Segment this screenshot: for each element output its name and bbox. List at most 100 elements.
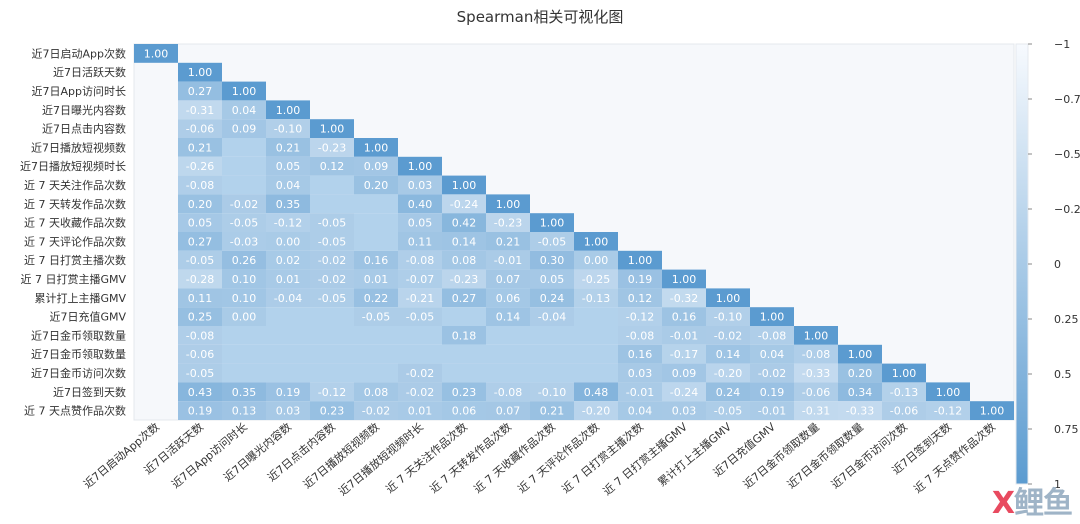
heatmap-cell-diagonal	[574, 232, 618, 251]
cell-value-label: 0.04	[628, 405, 653, 418]
y-tick-label: 近7日启动App次数	[32, 46, 127, 60]
y-tick-label: 近 7 日打赏主播次数	[24, 253, 126, 267]
cell-value-label: -0.08	[186, 329, 214, 342]
heatmap-cell	[310, 156, 354, 176]
y-tick-label: 累计打上主播GMV	[34, 291, 126, 305]
heatmap-cell	[442, 288, 486, 308]
heatmap-cell	[266, 363, 310, 383]
heatmap-cell	[662, 401, 706, 420]
colorbar-tick-label: −0.25	[1054, 203, 1080, 216]
cell-value-label: -0.02	[362, 405, 390, 418]
heatmap-cell	[706, 382, 750, 402]
heatmap-cell	[310, 138, 354, 157]
heatmap-cell	[486, 382, 530, 402]
x-tick-label: 近7日金币领取数量	[784, 420, 866, 492]
cell-value-label: -0.23	[318, 141, 346, 154]
heatmap-cell	[662, 344, 706, 364]
cell-value-label: 0.03	[408, 179, 433, 192]
heatmap-cell	[178, 81, 222, 101]
cell-value-label: 0.01	[276, 273, 301, 286]
cell-value-label: -0.05	[406, 311, 434, 324]
heatmap-cell	[354, 401, 398, 420]
cell-value-label: 0.00	[276, 235, 301, 248]
cell-value-label: -0.03	[230, 235, 258, 248]
cell-value-label: 0.02	[276, 254, 301, 267]
cell-value-label: 0.26	[232, 254, 257, 267]
cell-value-label: 0.03	[628, 367, 653, 380]
cell-value-label: 0.27	[188, 235, 213, 248]
heatmap-cell	[486, 250, 530, 270]
heatmap-cell-diagonal	[398, 156, 442, 176]
heatmap-cell	[222, 269, 266, 289]
cell-value-label: 0.20	[188, 198, 213, 211]
heatmap-cell	[662, 326, 706, 345]
heatmap-cell	[354, 326, 398, 345]
cell-value-label: -0.33	[802, 367, 830, 380]
colorbar-tick-label: −1	[1054, 38, 1070, 51]
heatmap-cell	[398, 288, 442, 308]
cell-value-label: 0.05	[276, 160, 301, 173]
heatmap-cell-diagonal	[926, 382, 970, 402]
heatmap-cell	[354, 232, 398, 251]
cell-value-label: -0.02	[318, 273, 346, 286]
x-tick-label: 近 7 天转发作品次数	[427, 420, 514, 496]
colorbar-tick-label: 0.75	[1054, 423, 1079, 436]
cell-value-label: -0.05	[714, 405, 742, 418]
cell-value-label: 0.22	[364, 292, 389, 305]
heatmap-cell	[794, 401, 838, 420]
cell-value-label: 0.16	[364, 254, 389, 267]
cell-value-label: 0.07	[496, 405, 521, 418]
y-tick-label: 近 7 天点赞作品次数	[24, 404, 126, 418]
y-tick-label: 近7日播放短视频数	[31, 140, 126, 154]
cell-value-label: -0.24	[450, 198, 478, 211]
heatmap-cell	[706, 344, 750, 364]
cell-value-label: 0.42	[452, 217, 477, 230]
cell-value-label: 1.00	[980, 405, 1005, 418]
heatmap-cell	[706, 401, 750, 420]
cell-value-label: 1.00	[408, 160, 433, 173]
heatmap-cell	[266, 250, 310, 270]
heatmap-cell	[486, 401, 530, 420]
heatmap-cell	[178, 194, 222, 214]
heatmap-cell	[354, 307, 398, 326]
cell-value-label: 1.00	[364, 141, 389, 154]
heatmap-cell	[310, 175, 354, 195]
cell-value-label: 0.09	[364, 160, 389, 173]
heatmap-cell-diagonal	[970, 401, 1014, 420]
cell-value-label: 0.03	[276, 405, 301, 418]
heatmap-cell	[178, 250, 222, 270]
cell-value-label: 0.18	[452, 329, 477, 342]
x-tick-label: 近 7 日打赏主播GMV	[600, 419, 690, 498]
heatmap-cell	[222, 288, 266, 308]
watermark-logo: X鲤鱼	[992, 478, 1073, 522]
cell-value-label: 0.10	[232, 292, 257, 305]
heatmap-cell	[794, 363, 838, 383]
cell-value-label: 1.00	[760, 311, 785, 324]
cell-value-label: 0.48	[584, 386, 609, 399]
y-tick-label: 近 7 天转发作品次数	[24, 197, 126, 211]
cell-value-label: 0.16	[672, 311, 697, 324]
heatmap-cell	[662, 382, 706, 402]
heatmap-cell-diagonal	[530, 213, 574, 232]
heatmap-cell	[222, 194, 266, 214]
cell-value-label: -0.23	[494, 217, 522, 230]
heatmap-cell	[750, 344, 794, 364]
heatmap-cell	[574, 401, 618, 420]
heatmap-cell	[354, 175, 398, 195]
cell-value-label: 0.24	[716, 386, 741, 399]
x-tick-label: 近7日金币访问次数	[828, 420, 910, 492]
heatmap-cell	[222, 138, 266, 157]
cell-value-label: -0.07	[406, 273, 434, 286]
x-tick-label: 近 7 天点赞作品次数	[911, 420, 998, 496]
heatmap-cell	[442, 382, 486, 402]
heatmap-cell	[618, 326, 662, 345]
heatmap-cell	[178, 232, 222, 251]
cell-value-label: -0.06	[802, 386, 830, 399]
heatmap-cell	[222, 119, 266, 138]
heatmap-cell	[222, 363, 266, 383]
heatmap-cell	[530, 288, 574, 308]
cell-value-label: 0.16	[628, 348, 653, 361]
cell-value-label: 0.07	[496, 273, 521, 286]
cell-value-label: -0.05	[538, 235, 566, 248]
heatmap-cell-diagonal	[618, 250, 662, 270]
